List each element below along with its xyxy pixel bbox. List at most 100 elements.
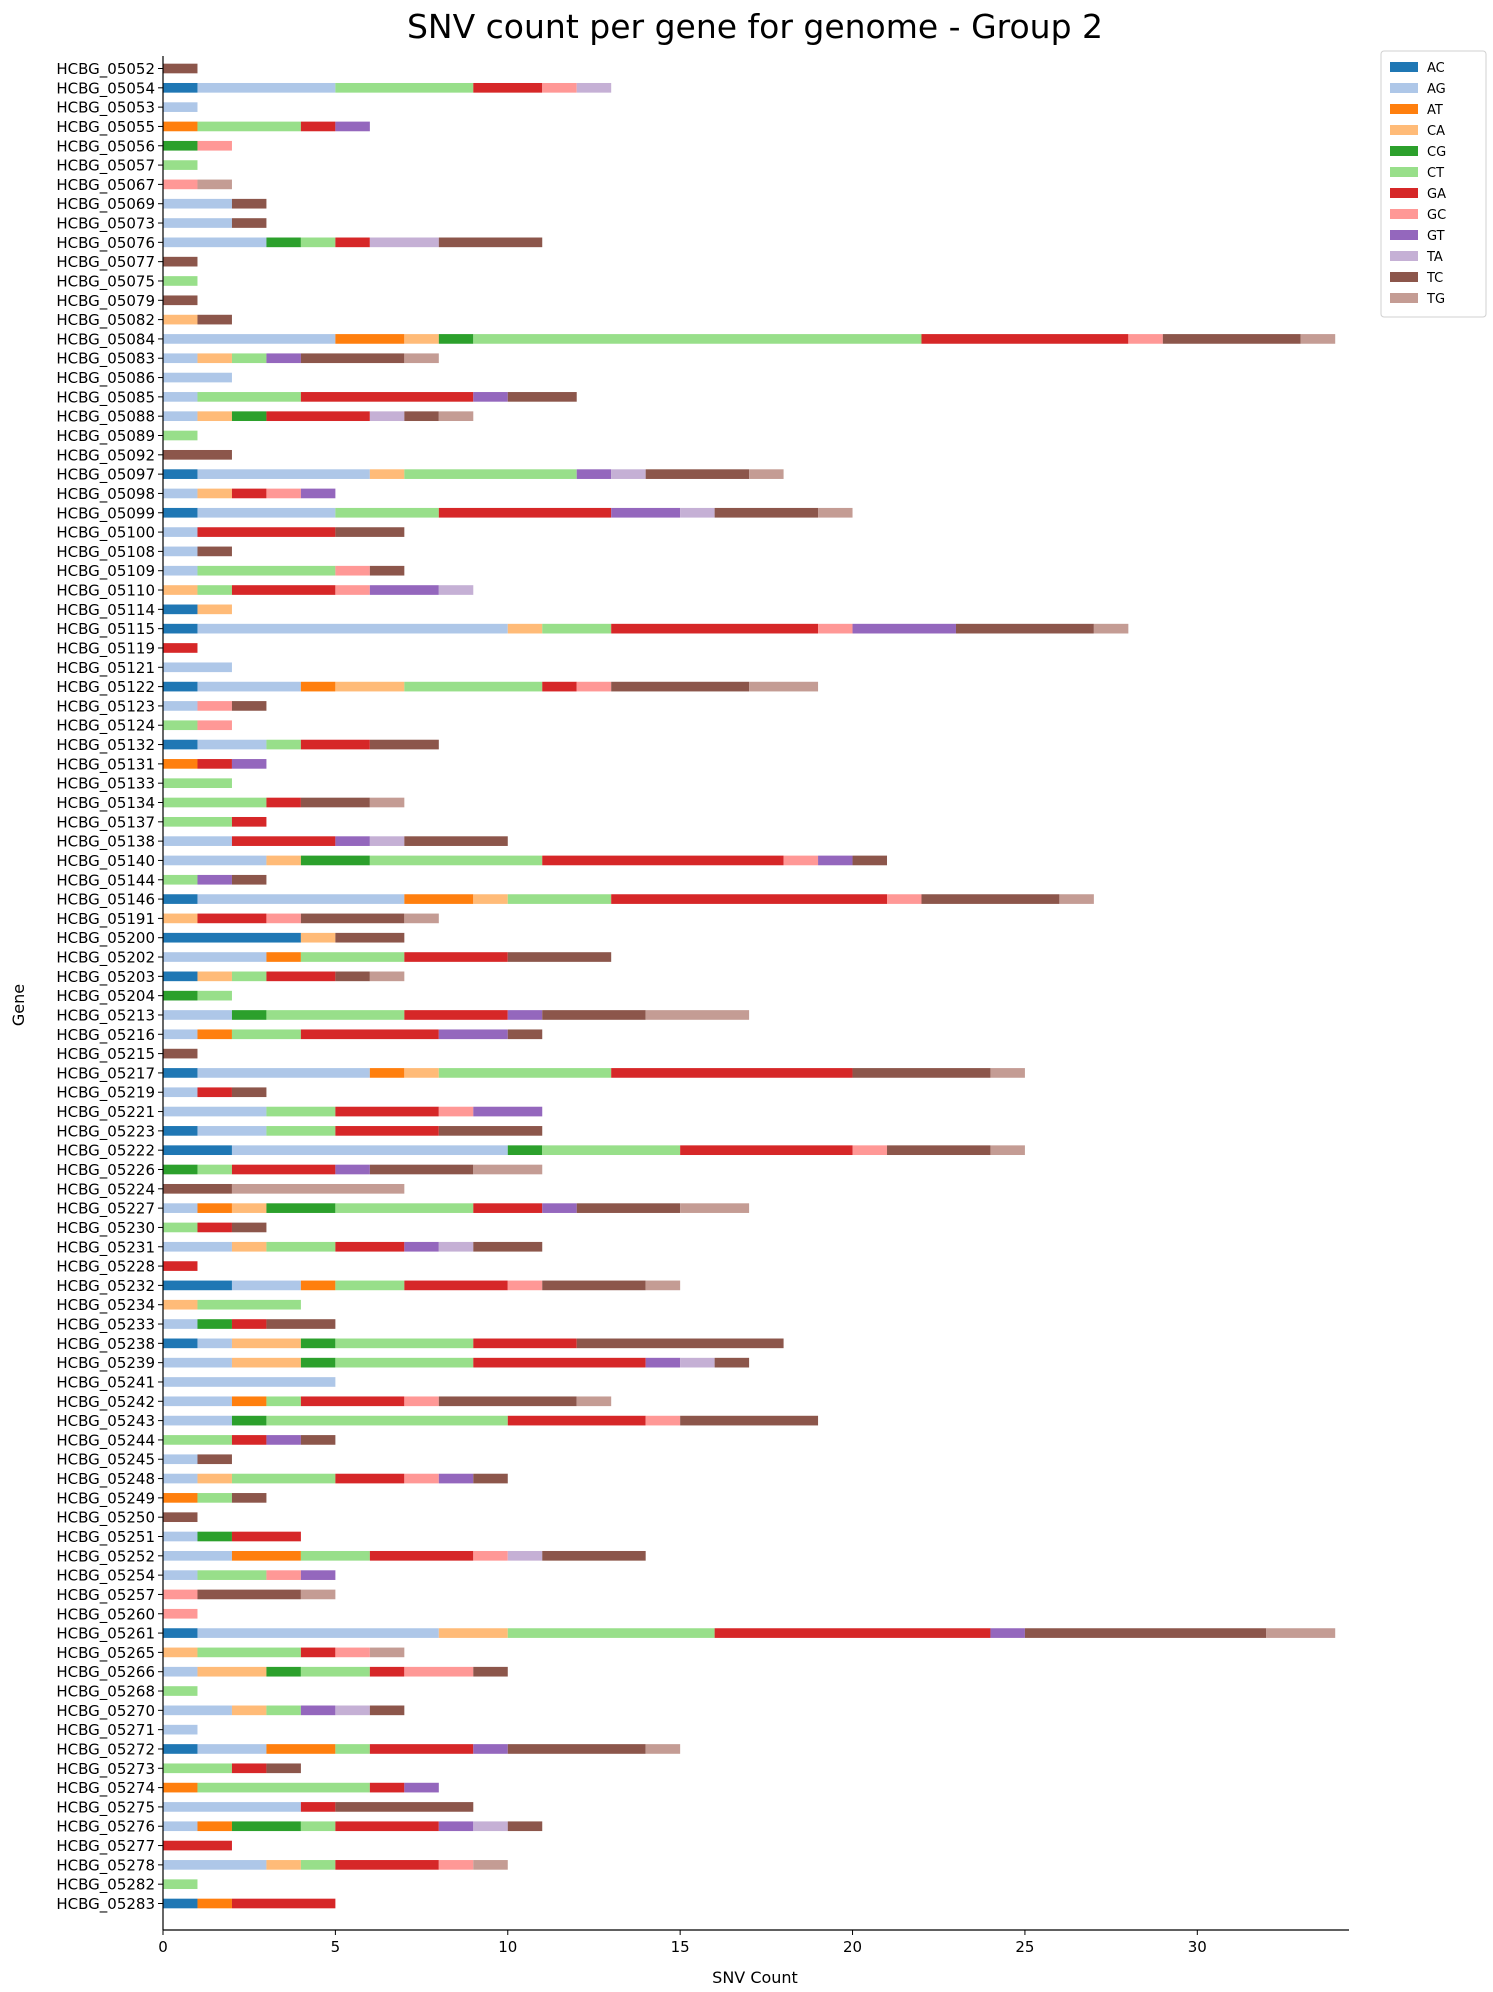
- bar-segment-HCBG_05088-TC: [404, 411, 439, 422]
- legend-label: CT: [1427, 166, 1444, 181]
- bar-segment-HCBG_05276-CG: [231, 1821, 301, 1832]
- legend-label: TG: [1426, 292, 1445, 307]
- bar-segment-HCBG_05124-GC: [197, 720, 232, 731]
- bar-segment-HCBG_05238-CA: [231, 1338, 301, 1349]
- y-tick-label: HCBG_05114: [56, 601, 155, 620]
- bar-segment-HCBG_05243-AG: [163, 1415, 232, 1426]
- y-tick-label: HCBG_05110: [56, 582, 155, 601]
- y-tick-label: HCBG_05244: [56, 1431, 155, 1450]
- bar-segment-HCBG_05221-CT: [266, 1106, 336, 1117]
- legend-label: TC: [1426, 271, 1443, 286]
- y-tick-label: HCBG_05067: [56, 176, 155, 195]
- bar-segment-HCBG_05221-AG: [163, 1106, 267, 1117]
- bar-segment-HCBG_05268-CT: [163, 1686, 198, 1696]
- bar-segment-HCBG_05146-AC: [163, 894, 198, 904]
- bar-segment-HCBG_05217-TC: [852, 1068, 991, 1078]
- bar-segment-HCBG_05115-AC: [163, 623, 198, 634]
- bar-segment-HCBG_05227-TG: [680, 1203, 750, 1213]
- bar-segment-HCBG_05217-AC: [163, 1068, 198, 1078]
- bar-segment-HCBG_05140-GT: [818, 855, 853, 866]
- bars-layer: [163, 63, 1336, 1909]
- bar-segment-HCBG_05082-CA: [163, 314, 198, 325]
- bar-segment-HCBG_05232-AC: [163, 1280, 232, 1291]
- bar-segment-HCBG_05084-CT: [473, 334, 922, 344]
- bar-segment-HCBG_05273-TC: [266, 1763, 301, 1774]
- bar-segment-HCBG_05073-TC: [231, 218, 267, 228]
- bar-segment-HCBG_05251-GA: [231, 1531, 301, 1542]
- bar-segment-HCBG_05203-GA: [266, 971, 336, 982]
- bar-segment-HCBG_05272-CT: [335, 1744, 370, 1754]
- bar-segment-HCBG_05084-CG: [438, 334, 474, 344]
- bar-segment-HCBG_05146-AT: [404, 894, 474, 904]
- bar-segment-HCBG_05265-GA: [300, 1647, 336, 1658]
- legend-swatch: [1390, 146, 1418, 156]
- bar-segment-HCBG_05076-CT: [300, 237, 336, 248]
- bar-segment-HCBG_05222-CG: [507, 1145, 543, 1156]
- legend-entry-TC: TC: [1390, 271, 1443, 286]
- bar-segment-HCBG_05222-AG: [231, 1145, 508, 1156]
- bar-segment-HCBG_05146-GA: [611, 894, 888, 904]
- bar-segment-HCBG_05266-AG: [163, 1666, 198, 1677]
- y-tick-label: HCBG_05202: [56, 949, 155, 968]
- bar-segment-HCBG_05257-TC: [197, 1589, 301, 1600]
- bar-segment-HCBG_05217-TG: [990, 1068, 1025, 1078]
- bar-segment-HCBG_05233-GA: [231, 1319, 267, 1329]
- bar-segment-HCBG_05053-AG: [163, 102, 198, 112]
- bar-segment-HCBG_05054-CT: [335, 82, 474, 93]
- bar-segment-HCBG_05233-AG: [163, 1319, 198, 1329]
- bar-segment-HCBG_05249-AT: [163, 1493, 198, 1503]
- bar-segment-HCBG_05216-GA: [300, 1029, 439, 1040]
- bar-segment-HCBG_05098-GT: [300, 488, 336, 499]
- bar-segment-HCBG_05213-GA: [404, 1010, 508, 1020]
- y-tick-label: HCBG_05079: [56, 292, 155, 311]
- bar-segment-HCBG_05270-CA: [231, 1705, 267, 1716]
- bar-segment-HCBG_05221-GA: [335, 1106, 439, 1117]
- bar-segment-HCBG_05073-AG: [163, 218, 232, 228]
- bar-segment-HCBG_05108-TC: [197, 546, 232, 557]
- y-tick-label: HCBG_05084: [56, 330, 155, 349]
- x-tick-label: 5: [331, 1938, 341, 1956]
- y-tick-label: HCBG_05222: [56, 1142, 155, 1161]
- y-tick-label: HCBG_05191: [56, 910, 155, 929]
- bar-segment-HCBG_05088-CA: [197, 411, 232, 422]
- bar-segment-HCBG_05140-GC: [783, 855, 819, 866]
- bar-segment-HCBG_05239-CG: [300, 1357, 336, 1368]
- bar-segment-HCBG_05099-CT: [335, 507, 439, 518]
- bar-segment-HCBG_05213-TG: [645, 1010, 750, 1020]
- bar-segment-HCBG_05274-GA: [369, 1782, 405, 1793]
- bar-segment-HCBG_05226-GA: [231, 1164, 336, 1175]
- bar-segment-HCBG_05146-GC: [887, 894, 922, 904]
- bar-segment-HCBG_05254-GT: [300, 1570, 336, 1580]
- bar-segment-HCBG_05254-AG: [163, 1570, 198, 1580]
- bar-segment-HCBG_05133-CT: [163, 778, 232, 789]
- bar-segment-HCBG_05248-CT: [231, 1473, 336, 1484]
- bar-segment-HCBG_05216-CT: [231, 1029, 301, 1040]
- bar-segment-HCBG_05138-GA: [231, 836, 336, 846]
- bar-segment-HCBG_05248-GC: [404, 1473, 439, 1484]
- bar-segment-HCBG_05115-GC: [818, 623, 853, 634]
- bar-segment-HCBG_05238-TC: [576, 1338, 784, 1349]
- bar-segment-HCBG_05272-GA: [369, 1744, 474, 1754]
- bar-segment-HCBG_05238-GA: [473, 1338, 577, 1349]
- bar-segment-HCBG_05057-CT: [163, 160, 198, 170]
- bar-segment-HCBG_05242-GA: [300, 1396, 405, 1407]
- bar-segment-HCBG_05115-AG: [197, 623, 508, 634]
- bar-segment-HCBG_05204-CT: [197, 990, 232, 1001]
- bar-segment-HCBG_05275-TC: [335, 1802, 474, 1812]
- bar-segment-HCBG_05123-TC: [231, 701, 267, 711]
- legend-swatch: [1390, 125, 1418, 135]
- legend-label: CA: [1427, 124, 1445, 139]
- bar-segment-HCBG_05217-AG: [197, 1068, 370, 1078]
- bar-segment-HCBG_05232-CT: [335, 1280, 405, 1291]
- bar-segment-HCBG_05110-TA: [438, 585, 474, 595]
- bar-segment-HCBG_05244-CT: [163, 1435, 232, 1445]
- bar-segment-HCBG_05223-AC: [163, 1126, 198, 1136]
- y-tick-label: HCBG_05278: [56, 1856, 155, 1875]
- bar-segment-HCBG_05083-TC: [300, 353, 405, 364]
- y-tick-label: HCBG_05124: [56, 717, 155, 736]
- bar-segment-HCBG_05227-CT: [335, 1203, 474, 1213]
- bar-segment-HCBG_05244-GT: [266, 1435, 301, 1445]
- bar-segment-HCBG_05146-AG: [197, 894, 405, 904]
- bar-segment-HCBG_05219-AG: [163, 1087, 198, 1098]
- bar-segment-HCBG_05248-TC: [473, 1473, 508, 1484]
